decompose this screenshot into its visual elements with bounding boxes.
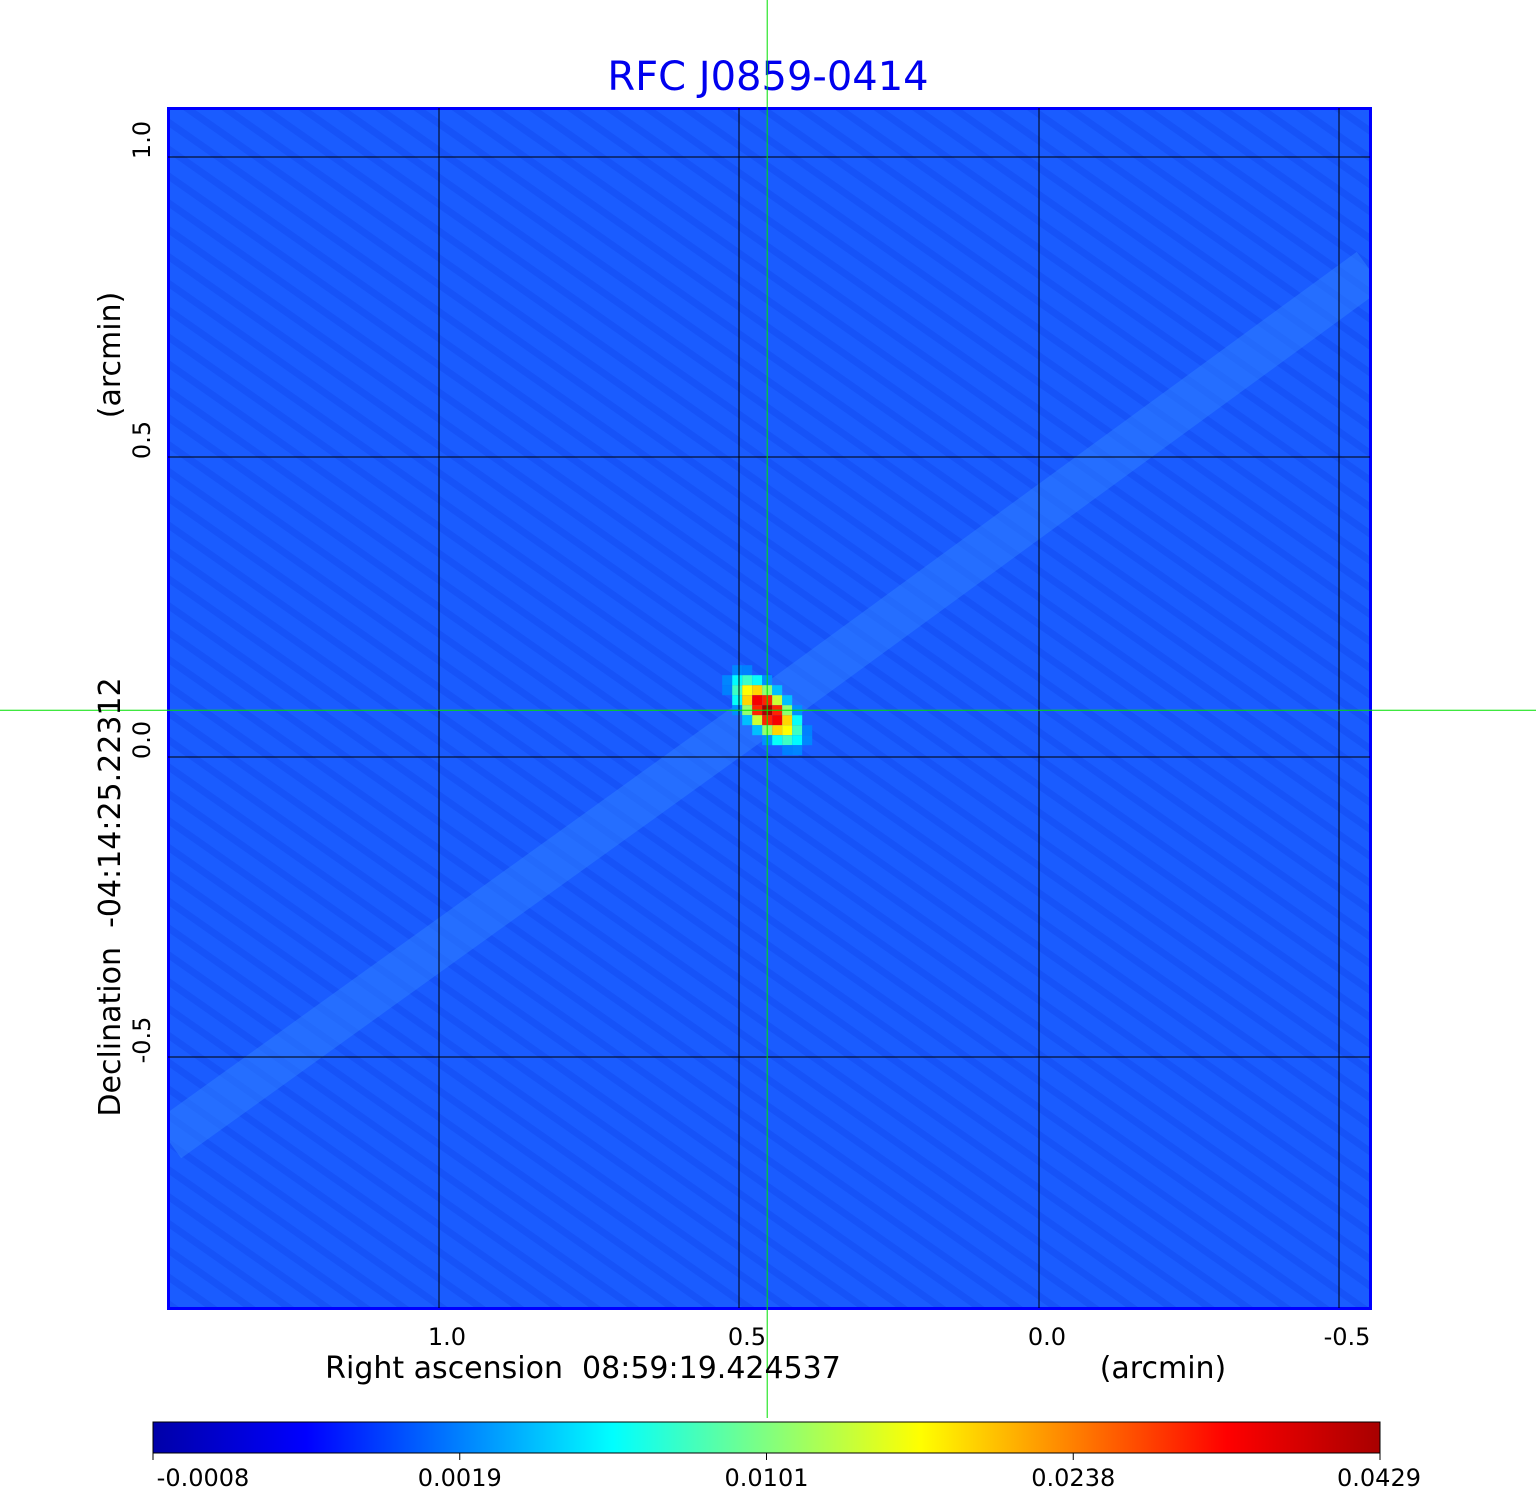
colorbar-tick-label: 0.0238	[1031, 1464, 1115, 1492]
source-pixel	[752, 675, 763, 686]
source-pixel	[742, 675, 753, 686]
source-pixel	[732, 665, 743, 676]
x-tick-label: 1.0	[428, 1323, 466, 1351]
source-pixel	[782, 725, 793, 736]
source-pixel	[722, 675, 733, 686]
colorbar	[152, 1421, 1381, 1454]
source-pixel	[792, 725, 803, 736]
plot-frame	[167, 107, 1372, 1310]
y-axis-label: Declination -04:14:25.22312	[93, 677, 128, 1116]
source-pixel	[772, 735, 783, 746]
chart-title: RFC J0859-0414	[607, 54, 928, 100]
source-pixel	[772, 715, 783, 726]
source-pixel	[732, 675, 743, 686]
y-tick-label: 0.0	[128, 721, 156, 759]
x-axis-unit: (arcmin)	[1100, 1351, 1227, 1386]
source-pixel	[792, 745, 803, 756]
source-pixel	[742, 685, 753, 696]
y-tick-label: 1.0	[128, 121, 156, 159]
y-tick-label: -0.5	[128, 1017, 156, 1064]
map-image	[168, 108, 1370, 1308]
source-pixel	[742, 665, 753, 676]
source-pixel	[802, 735, 813, 746]
source-pixel	[802, 725, 813, 736]
source-pixel	[732, 685, 743, 696]
source-pixel	[772, 695, 783, 706]
y-axis-unit: (arcmin)	[93, 292, 128, 419]
source-pixel	[782, 695, 793, 706]
source-pixel	[742, 715, 753, 726]
colorbar-tick-label: 0.0019	[418, 1464, 502, 1492]
x-tick-label: 0.0	[1028, 1323, 1066, 1351]
x-tick-label: 0.5	[728, 1323, 766, 1351]
source-pixel	[752, 695, 763, 706]
source-pixel	[782, 715, 793, 726]
source-pixel	[772, 725, 783, 736]
source-pixel	[792, 735, 803, 746]
source-pixel	[732, 695, 743, 706]
source-pixel	[792, 715, 803, 726]
source-pixel	[742, 695, 753, 706]
colorbar-tick-label: -0.0008	[157, 1464, 250, 1492]
y-tick-label: 0.5	[128, 421, 156, 459]
source-pixel	[782, 735, 793, 746]
x-axis-label: Right ascension 08:59:19.424537	[325, 1351, 841, 1386]
source-pixel	[782, 745, 793, 756]
x-tick-label: -0.5	[1324, 1323, 1371, 1351]
source-pixel	[722, 685, 733, 696]
source-pixel	[752, 715, 763, 726]
source-pixel	[752, 685, 763, 696]
colorbar-tick-label: 0.0101	[725, 1464, 809, 1492]
colorbar-tick-label: 0.0429	[1337, 1464, 1421, 1492]
source-pixel	[752, 725, 763, 736]
source-pixel	[772, 685, 783, 696]
